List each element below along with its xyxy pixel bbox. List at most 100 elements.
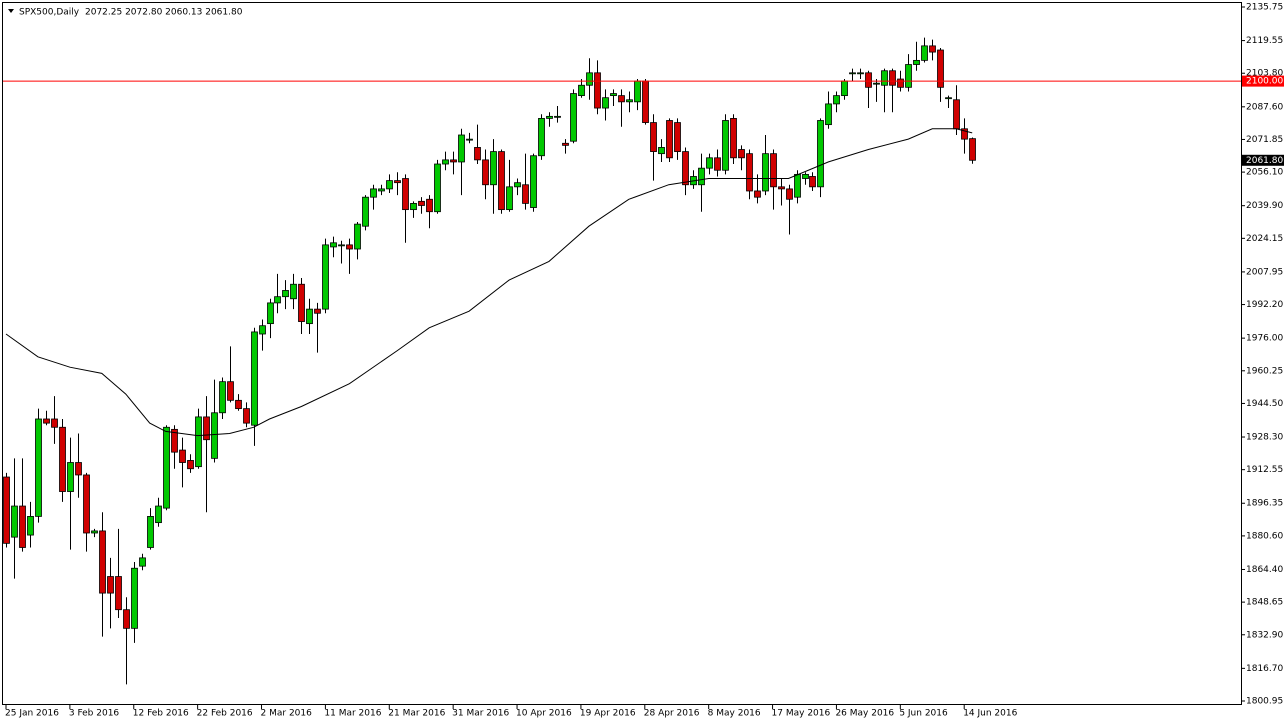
candle-body [778, 186, 785, 190]
x-tick-label: 5 Jun 2016 [899, 709, 948, 719]
y-tick-label: 2071.85 [1246, 135, 1283, 145]
candle-body [794, 173, 801, 198]
y-tick-label: 1992.20 [1246, 300, 1283, 310]
candle-body [410, 203, 417, 211]
candle-body [442, 159, 449, 165]
x-tick-label: 17 May 2016 [772, 709, 831, 719]
candle-body [147, 516, 154, 548]
candle-body [770, 153, 777, 188]
candle-body [19, 505, 26, 548]
candle-body [578, 84, 585, 97]
candle-body [243, 408, 250, 424]
candle-body [171, 428, 178, 453]
candle-body [953, 99, 960, 130]
candle-body [530, 155, 537, 208]
candle-body [706, 157, 713, 169]
candle-body [75, 462, 82, 476]
candle-body [762, 153, 769, 192]
x-tick-label: 19 Apr 2016 [580, 709, 636, 719]
candle-body [498, 151, 505, 211]
moving-average [5, 128, 973, 437]
candle-body [857, 72, 864, 75]
candle-body [865, 72, 872, 88]
candle-body [3, 476, 10, 544]
y-tick-label: 2056.10 [1246, 168, 1283, 178]
x-tick-label: 31 Mar 2016 [452, 709, 509, 719]
candle-body [626, 99, 633, 103]
candle-body [91, 530, 98, 534]
candle-body [83, 474, 90, 534]
candle-body [282, 290, 289, 298]
x-tick-label: 22 Feb 2016 [197, 709, 253, 719]
candle-body [905, 64, 912, 88]
candle-body [674, 122, 681, 152]
candle-body [546, 115, 553, 119]
candle-body [450, 159, 457, 163]
candle-body [402, 178, 409, 211]
candle-body [235, 399, 242, 410]
candle-body [11, 505, 18, 538]
candle-body [27, 516, 34, 536]
candle-body [466, 138, 473, 141]
y-tick-label: 1816.70 [1246, 664, 1283, 674]
candle-body [43, 418, 50, 424]
candle-body [394, 180, 401, 184]
candle-body [418, 200, 425, 206]
y-tick-label: 2119.55 [1246, 36, 1283, 46]
x-tick-label: 2 Mar 2016 [261, 709, 313, 719]
candle-body [338, 244, 345, 247]
plot-frame [2, 2, 1242, 705]
price-level-label: 2100.00 [1246, 77, 1283, 87]
candle-body [817, 120, 824, 188]
candle-body [35, 418, 42, 517]
x-tick-label: 11 Mar 2016 [324, 709, 381, 719]
candle-body [155, 505, 162, 524]
candle-body [634, 80, 641, 103]
candle-body [490, 151, 497, 186]
candle-body [314, 308, 321, 314]
candle-body [969, 138, 976, 161]
y-tick-label: 1912.55 [1246, 465, 1283, 475]
candle-body [458, 134, 465, 163]
candle-body [251, 331, 258, 426]
x-tick-label: 12 Feb 2016 [133, 709, 189, 719]
x-tick-label: 26 May 2016 [835, 709, 894, 719]
candle-body [322, 244, 329, 310]
candle-body [67, 462, 74, 492]
candle-body [203, 416, 210, 441]
candle-body [841, 80, 848, 97]
candle-body [211, 412, 218, 459]
candle-body [809, 176, 816, 188]
candle-body [570, 93, 577, 142]
y-tick-label: 1832.90 [1246, 630, 1283, 640]
y-tick-label: 1880.60 [1246, 531, 1283, 541]
y-tick-label: 1960.25 [1246, 366, 1283, 376]
candle-body [666, 120, 673, 159]
y-tick-label: 2039.90 [1246, 201, 1283, 211]
menu-arrow[interactable] [8, 9, 14, 13]
x-tick-label: 21 Mar 2016 [388, 709, 445, 719]
candle-body [227, 381, 234, 401]
candle-body [514, 182, 521, 188]
y-tick-label: 2087.60 [1246, 102, 1283, 112]
candle-body [610, 93, 617, 97]
candle-body [59, 426, 66, 492]
symbol: SPX500,Daily [19, 8, 80, 18]
candle-body [115, 576, 122, 611]
x-tick-label: 25 Jan 2016 [5, 709, 59, 719]
y-tick-label: 1976.00 [1246, 334, 1283, 344]
y-tick-label: 1928.30 [1246, 433, 1283, 443]
candle-body [290, 283, 297, 300]
candle-body [897, 78, 904, 88]
candle-body [51, 418, 58, 428]
candle-body [426, 198, 433, 213]
candle-body [474, 147, 481, 161]
candle-body [698, 167, 705, 186]
y-tick-label: 1944.50 [1246, 399, 1283, 409]
candle-body [921, 45, 928, 61]
candle-body [594, 72, 601, 109]
candle-body [378, 188, 385, 192]
candle-body [889, 70, 896, 86]
candle-body [881, 70, 888, 86]
